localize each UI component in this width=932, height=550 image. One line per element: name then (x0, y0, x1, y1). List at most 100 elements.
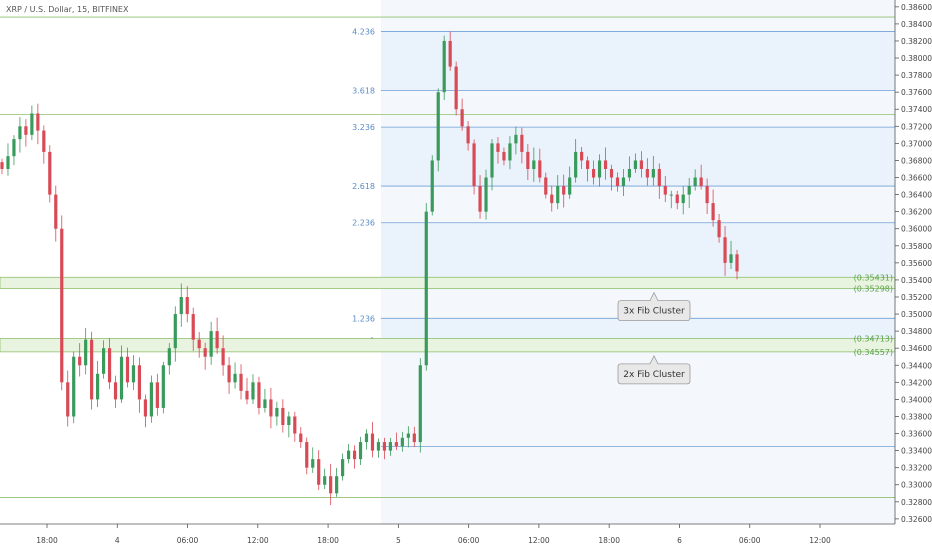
candle-body (502, 151, 506, 161)
candle-body (609, 168, 614, 178)
callout-box (617, 291, 691, 322)
price-tick-label: 0.38400 (901, 20, 932, 29)
price-tick-label: 0.38200 (901, 37, 932, 46)
candle-body (263, 399, 267, 408)
candle-body (639, 160, 643, 169)
candle-body (520, 134, 524, 152)
candle-body (394, 442, 398, 447)
time-tick-label: 12:00 (809, 536, 831, 545)
price-tick-label: 0.34800 (901, 327, 932, 336)
fib-level-label: 1.236 (352, 314, 375, 323)
candle-body (508, 143, 512, 161)
candle-body (729, 254, 733, 263)
candle-body (60, 228, 64, 383)
candle-body (370, 433, 375, 451)
candle-body (711, 203, 715, 221)
candle-body (101, 348, 106, 374)
time-tick-label: 06:00 (739, 536, 761, 545)
candle-body (143, 399, 148, 417)
price-tick-label: 0.34000 (901, 395, 932, 404)
candle-body (484, 177, 488, 212)
candle-body (490, 143, 494, 178)
candle-body (173, 314, 177, 349)
candle-body (299, 433, 303, 443)
candle-body (48, 151, 52, 195)
candle-body (346, 450, 351, 460)
candle-body (406, 433, 410, 438)
fib-cluster-callout[interactable]: 3x Fib Cluster (617, 291, 691, 322)
candle-body (532, 160, 536, 169)
price-tick-label: 0.32600 (901, 515, 932, 524)
price-tick-label: 0.35600 (901, 259, 932, 268)
callouts-layer[interactable]: 3x Fib Cluster 2x Fib Cluster (617, 291, 691, 385)
candle-body (269, 399, 273, 417)
price-tick-label: 0.37600 (901, 88, 932, 97)
candle-body (54, 194, 58, 229)
candle-body (400, 437, 404, 447)
price-tick-label: 0.35800 (901, 242, 932, 251)
time-tick-label: 18:00 (36, 536, 58, 545)
candle-body (257, 382, 261, 408)
candle-body (329, 476, 333, 494)
price-tick-label: 0.35400 (901, 276, 932, 285)
candle-body (669, 194, 673, 196)
candle-body (717, 220, 721, 238)
candle-body (119, 356, 124, 400)
candle-body (556, 186, 560, 204)
candle-body (42, 130, 46, 152)
candle-body (197, 339, 201, 349)
candle-body (179, 296, 183, 315)
fib-level-label: 4.236 (352, 28, 375, 37)
candle-body (562, 186, 566, 195)
candle-body (239, 373, 243, 391)
price-axis-bg (895, 0, 932, 550)
candle-body (36, 113, 40, 131)
candle-body (681, 194, 685, 204)
candle-body (96, 373, 100, 400)
candle-body (107, 348, 112, 383)
horizontal-lines-layer (0, 16, 895, 498)
candle-body (580, 151, 584, 161)
candle-body (305, 442, 309, 468)
candle-body (735, 254, 739, 272)
candle-body (72, 356, 76, 417)
candle-body (113, 382, 118, 400)
candle-body (275, 407, 279, 417)
candle-body (514, 134, 518, 144)
candle-body (478, 186, 482, 212)
candle-body (311, 459, 315, 468)
candle-body (358, 442, 363, 460)
candle-body (382, 442, 387, 451)
candle-body (66, 382, 70, 417)
candle-body (281, 407, 285, 426)
price-tick-label: 0.33600 (901, 430, 932, 439)
candle-body (293, 416, 297, 434)
candle-body (287, 416, 291, 426)
zone-price-label: (0.34557) (854, 348, 893, 357)
time-tick-label: 06:00 (458, 536, 480, 545)
fib-cluster-zone (0, 276, 896, 290)
price-tick-label: 0.36400 (901, 191, 932, 200)
candle-body (335, 476, 339, 494)
candle-body (18, 126, 22, 140)
fib-cluster-callout[interactable]: 2x Fib Cluster (617, 354, 691, 385)
price-tick-label: 0.33200 (901, 464, 932, 473)
price-tick-label: 0.36800 (901, 156, 932, 165)
price-tick-label: 0.32800 (901, 498, 932, 507)
candle-body (705, 186, 709, 204)
candle-body (448, 40, 452, 67)
candle-body (191, 314, 195, 340)
candles-layer (0, 31, 739, 505)
candle-body (568, 177, 572, 195)
candle-body (185, 296, 189, 315)
candle-body (663, 186, 667, 195)
chart-title: XRP / U.S. Dollar, 15, BITFINEX (6, 5, 129, 14)
time-tick-label: 12:00 (528, 536, 550, 545)
candle-body (317, 459, 321, 485)
fib-band (381, 318, 895, 341)
candle-body (364, 433, 369, 443)
fib-level-label: 3.236 (352, 123, 375, 132)
candle-body (627, 168, 632, 178)
